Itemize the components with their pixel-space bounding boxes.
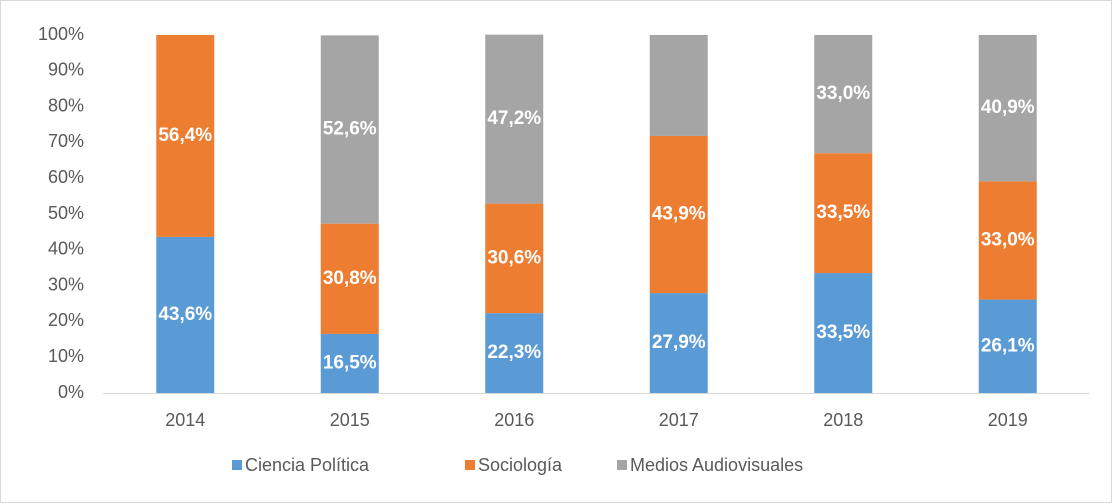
bar-segment — [485, 203, 544, 314]
value-label: 47,2% — [487, 108, 541, 129]
y-tick-label: 90% — [48, 60, 84, 80]
bar-segment — [485, 34, 544, 204]
value-label: 56,4% — [158, 125, 212, 146]
y-tick-label: 10% — [48, 346, 84, 366]
legend-swatch — [465, 460, 475, 470]
legend-swatch — [617, 460, 627, 470]
y-tick-label: 70% — [48, 131, 84, 151]
x-tick-label: 2014 — [165, 410, 205, 430]
bar-segment — [156, 35, 215, 237]
bar-segment — [156, 236, 215, 393]
y-tick-label: 80% — [48, 95, 84, 115]
bar-segment — [649, 135, 708, 294]
value-label: 40,9% — [981, 97, 1035, 118]
legend-label: Sociología — [478, 455, 563, 475]
value-label: 33,0% — [816, 83, 870, 104]
bar-segment — [320, 333, 379, 393]
value-label: 33,5% — [816, 322, 870, 343]
bar-segment — [814, 153, 873, 274]
legend-label: Ciencia Política — [245, 455, 370, 475]
y-tick-label: 40% — [48, 239, 84, 259]
value-label: 43,9% — [652, 204, 706, 225]
y-tick-label: 0% — [58, 382, 84, 402]
value-label: 52,6% — [323, 119, 377, 140]
value-label: 30,8% — [323, 268, 377, 289]
x-tick-label: 2015 — [330, 410, 370, 430]
y-tick-label: 60% — [48, 167, 84, 187]
value-label: 33,0% — [981, 230, 1035, 251]
value-label: 26,1% — [981, 335, 1035, 356]
value-label: 16,5% — [323, 352, 377, 373]
bar-segment — [978, 299, 1037, 393]
bar-segment — [978, 181, 1037, 300]
value-label: 43,6% — [158, 304, 212, 325]
y-tick-label: 20% — [48, 310, 84, 330]
bar-segment — [320, 223, 379, 334]
legend-swatch — [232, 460, 242, 470]
value-label: 33,5% — [816, 202, 870, 223]
bar-segment — [649, 35, 708, 136]
x-tick-label: 2018 — [823, 410, 863, 430]
y-tick-label: 50% — [48, 203, 84, 223]
value-label: 30,6% — [487, 247, 541, 268]
y-tick-label: 100% — [38, 24, 84, 44]
bar-segment — [978, 35, 1037, 182]
bar-segment — [814, 273, 873, 393]
bar-segment — [485, 313, 544, 393]
x-tick-label: 2019 — [988, 410, 1028, 430]
y-tick-label: 30% — [48, 274, 84, 294]
bar-segment — [320, 35, 379, 224]
x-tick-label: 2017 — [659, 410, 699, 430]
value-label: 22,3% — [487, 342, 541, 363]
value-label: 27,9% — [652, 332, 706, 353]
bar-segment — [814, 35, 873, 154]
legend-label: Medios Audiovisuales — [630, 455, 803, 475]
bar-segment — [649, 293, 708, 393]
x-tick-label: 2016 — [494, 410, 534, 430]
